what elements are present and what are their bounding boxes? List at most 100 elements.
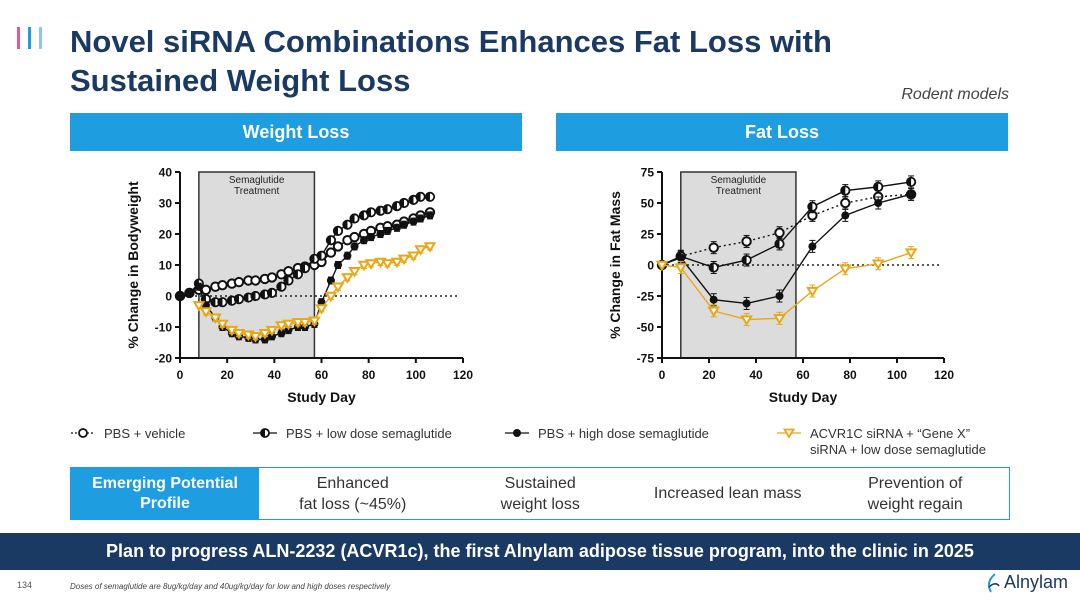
data-point [397, 254, 411, 266]
data-point [407, 251, 420, 263]
data-point [292, 269, 304, 280]
y-tick-label: 30 [159, 197, 173, 211]
x-axis-label: Study Day [287, 389, 356, 405]
data-point [249, 332, 262, 343]
data-point [283, 275, 294, 286]
legend-label: ACVR1C siRNA + “Gene X” siRNA + low dose … [810, 426, 986, 457]
data-point-fill [267, 288, 272, 298]
legend-label: PBS + vehicle [104, 426, 186, 441]
data-point [332, 225, 344, 236]
data-point [192, 301, 206, 312]
legend-label: PBS + low dose semaglutide [286, 426, 452, 441]
page-subtitle: Rodent models [901, 86, 1009, 103]
data-point-fill [310, 254, 315, 263]
x-tick-label: 0 [177, 368, 184, 382]
data-point-fill [399, 198, 405, 208]
data-point-fill [366, 208, 372, 217]
data-point [390, 257, 404, 269]
data-point [398, 197, 410, 209]
data-point [392, 223, 401, 232]
legend-item-pbs-vehicle: PBS + vehicle [70, 426, 185, 442]
data-point-fill [317, 251, 322, 260]
x-tick-label: 100 [406, 368, 426, 382]
data-point-fill [300, 263, 305, 273]
y-tick-label: 20 [159, 228, 173, 242]
data-point [324, 291, 338, 303]
profile-item-regain: Prevention of weight regain [867, 474, 963, 513]
x-tick-label: 80 [362, 368, 376, 382]
y-tick-label: -20 [155, 352, 173, 366]
data-point [217, 297, 228, 308]
data-point-fill [416, 192, 421, 201]
open-circle-marker-icon [71, 428, 95, 438]
data-point [424, 191, 436, 202]
page-title: Novel siRNA Combinations Enhances Fat Lo… [70, 24, 832, 98]
legend-item-sirna-combo: ACVR1C siRNA + “Gene X” siRNA + low dose … [776, 426, 986, 458]
data-point [232, 329, 246, 340]
brand-name: Alnylam [1003, 572, 1068, 592]
data-point-fill [333, 226, 339, 236]
half-circle-marker-icon [253, 428, 277, 438]
chart-legend: PBS + vehicle PBS + low dose semaglutide… [70, 426, 1030, 466]
data-point [266, 287, 278, 298]
data-point [291, 318, 305, 329]
data-point [325, 235, 337, 246]
data-point-fill [350, 214, 355, 223]
data-point [365, 207, 377, 218]
data-point [359, 236, 368, 245]
data-point-fill [409, 195, 414, 205]
data-point-fill [383, 205, 388, 214]
y-tick-label: 10 [159, 259, 173, 273]
data-point-fill [359, 211, 364, 220]
data-point-fill [260, 290, 265, 299]
y-tick-label: 0 [165, 290, 172, 304]
data-point [233, 276, 245, 288]
data-point [275, 321, 288, 332]
data-point [375, 205, 386, 216]
data-point [277, 329, 286, 338]
data-point-fill [277, 282, 282, 291]
data-point [383, 226, 392, 235]
footnote: Doses of semaglutide are 8ug/kg/day and … [70, 582, 391, 591]
brand-logo: Alnylam [985, 572, 1068, 593]
data-point [409, 217, 418, 226]
data-point [233, 293, 245, 305]
data-point [276, 281, 287, 292]
profile-table: Emerging Potential Profile Enhanced fat lo… [70, 467, 1010, 520]
data-point [259, 289, 270, 300]
data-point [343, 251, 352, 260]
data-point [364, 259, 378, 270]
data-point [266, 272, 278, 283]
x-tick-label: 60 [315, 368, 329, 382]
filled-circle-marker-icon [505, 429, 529, 437]
data-point [400, 220, 409, 229]
data-point [423, 242, 437, 253]
data-point [414, 245, 427, 256]
data-point-fill [326, 236, 331, 245]
data-point [342, 219, 353, 230]
data-point [416, 214, 425, 223]
brand-bars-icon [17, 27, 51, 49]
data-point [315, 304, 328, 315]
data-point [250, 290, 261, 302]
data-point [367, 233, 376, 242]
data-point-fill [293, 270, 298, 279]
x-tick-label: 120 [453, 368, 473, 382]
data-point [265, 325, 279, 337]
data-point [382, 204, 393, 215]
data-point [199, 307, 213, 318]
profile-item-weight-loss: Sustained weight loss [500, 474, 580, 513]
data-point [381, 259, 394, 270]
data-point [349, 213, 360, 224]
data-point [176, 292, 184, 300]
data-point-fill [284, 276, 289, 285]
y-tick-label: -10 [155, 321, 173, 335]
data-point [348, 267, 361, 278]
weight-loss-header: Weight Loss [70, 113, 522, 151]
x-tick-label: 20 [220, 368, 234, 382]
data-point [425, 211, 434, 220]
x-tick-label: 40 [268, 368, 282, 382]
data-point-fill [343, 220, 348, 229]
alnylam-swirl-icon [987, 572, 1000, 592]
data-point [349, 231, 360, 243]
